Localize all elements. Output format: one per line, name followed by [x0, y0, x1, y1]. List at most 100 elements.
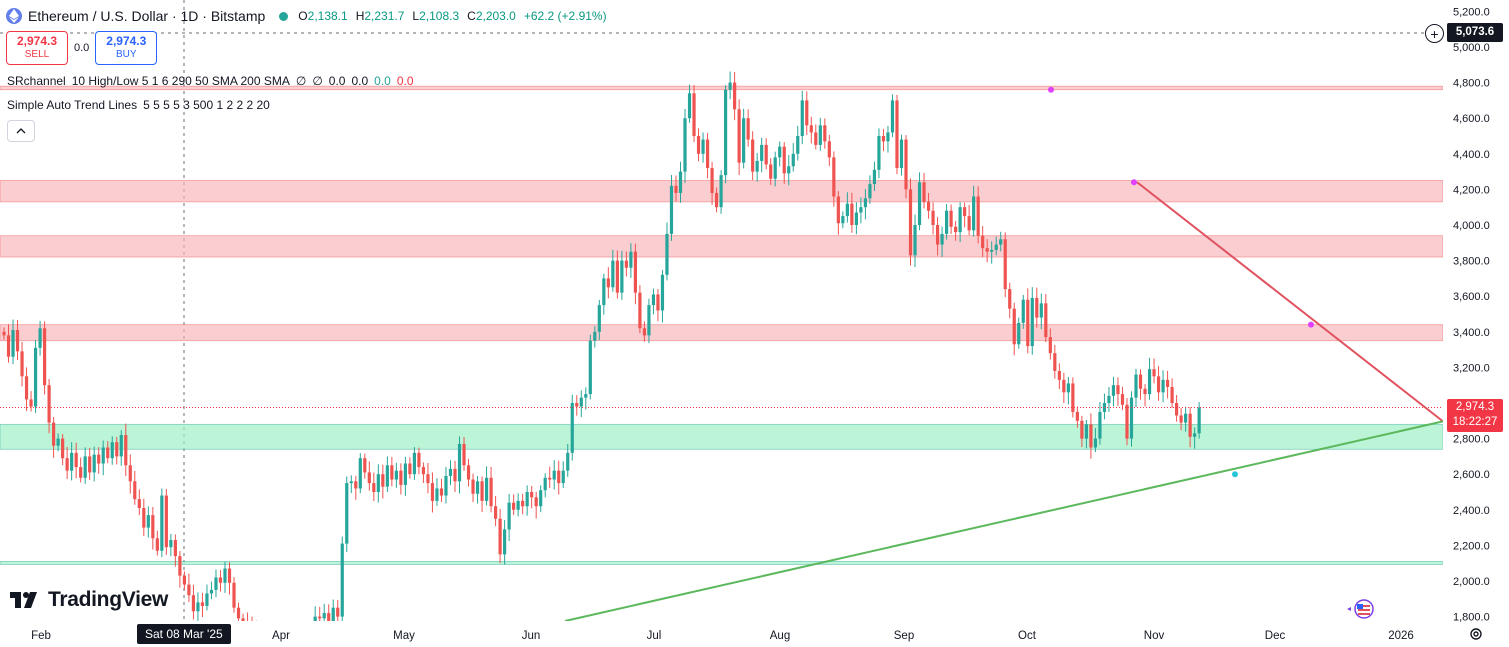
buy-price: 2,974.3: [106, 34, 147, 48]
y-tick-label: 3,800.0: [1453, 256, 1490, 268]
pivot-high-marker: [1308, 321, 1314, 328]
sell-button[interactable]: 2,974.3 SELL: [6, 31, 68, 65]
candle-body: [70, 452, 74, 471]
candle-body: [503, 529, 507, 555]
candle-body: [917, 182, 922, 225]
candle-body: [394, 470, 398, 480]
candle-body: [471, 479, 475, 494]
candle-body: [624, 260, 628, 268]
candle-body: [999, 239, 1003, 245]
y-tick-label: 3,400.0: [1453, 327, 1490, 339]
symbol-title[interactable]: Ethereum / U.S. Dollar · 1D · Bitstamp: [28, 8, 266, 24]
add-alert-button[interactable]: +: [1425, 24, 1444, 43]
candle-body: [24, 376, 29, 400]
pivot-high-marker: [1048, 86, 1054, 93]
downtrend-line: [1136, 181, 1444, 423]
candle-body: [42, 328, 47, 386]
candle-body: [97, 454, 101, 464]
candle-body: [47, 385, 51, 423]
candle-body: [56, 438, 60, 446]
candle-body: [376, 474, 380, 492]
chart-legend: Ethereum / U.S. Dollar · 1D · Bitstamp O…: [6, 6, 607, 26]
candle-body: [29, 399, 33, 407]
buy-label: BUY: [116, 49, 137, 60]
candle-body: [83, 456, 87, 478]
candle-body: [367, 472, 371, 484]
candle-body: [530, 492, 534, 498]
candle-body: [539, 490, 543, 507]
high-value: 2,231.7: [364, 9, 405, 23]
candle-body: [209, 589, 214, 594]
candle-body: [548, 477, 552, 480]
candle-body: [611, 260, 615, 288]
srchannel-params: 10 High/Low 5 1 6 290 50 SMA 200 SMA: [71, 74, 290, 88]
candle-body: [534, 497, 538, 507]
y-tick-label: 3,600.0: [1453, 291, 1490, 303]
candle-body: [1116, 385, 1120, 395]
candle-body: [124, 435, 128, 466]
candle-body: [435, 488, 439, 501]
sr-zones: [0, 85, 1444, 565]
trendlines-params: 5 5 5 5 3 500 1 2 2 2 20: [143, 98, 270, 112]
collapse-legend-button[interactable]: [7, 120, 35, 142]
y-tick-label: 4,000.0: [1453, 220, 1490, 232]
candle-body: [331, 607, 335, 622]
resistance-zone: [0, 324, 1444, 342]
candle-body: [439, 488, 444, 496]
x-tick-label: Oct: [1018, 630, 1037, 642]
candle-body: [543, 477, 547, 491]
candle-body: [372, 483, 376, 492]
candle-body: [1161, 379, 1165, 393]
close-key: C: [467, 9, 476, 23]
spread-value: 0.0: [74, 42, 90, 54]
candle-body: [74, 452, 78, 468]
candle-body: [620, 260, 624, 293]
candle-body: [444, 475, 448, 496]
candle-body: [791, 153, 795, 167]
candle-body: [1125, 404, 1129, 439]
x-tick-label: Sep: [894, 630, 914, 642]
candle-body: [1012, 308, 1016, 345]
open-key: O: [298, 9, 308, 23]
candles: [2, 71, 1201, 647]
candle-body: [2, 331, 6, 336]
candle-body: [1084, 424, 1088, 439]
buy-button[interactable]: 2,974.3 BUY: [95, 31, 158, 65]
candle-body: [358, 458, 362, 489]
candle-body: [845, 203, 849, 217]
candle-body: [1188, 413, 1192, 437]
y-tick-label: 2,600.0: [1453, 469, 1490, 481]
candle-body: [566, 452, 570, 471]
y-tick-label: 5,200.0: [1453, 6, 1490, 18]
candle-body: [597, 305, 601, 332]
candle-body: [692, 93, 696, 136]
settings-gear-icon[interactable]: [1468, 626, 1484, 642]
candle-body: [1030, 297, 1034, 347]
candle-body: [633, 251, 637, 293]
time-axis: [0, 621, 1509, 647]
us-market-icon[interactable]: [1344, 597, 1380, 621]
x-tick-label: Feb: [31, 630, 51, 642]
candle-body: [931, 210, 935, 225]
candle-body: [493, 506, 498, 519]
trendlines-legend[interactable]: Simple Auto Trend Lines 5 5 5 5 3 500 1 …: [7, 98, 270, 112]
bar-countdown: 18:22:27: [1452, 416, 1498, 428]
candle-body: [403, 463, 407, 485]
candle-body: [426, 474, 430, 484]
candle-body: [832, 157, 836, 197]
price-axis: [1443, 0, 1509, 647]
candle-body: [674, 185, 678, 193]
uptrend-line: [564, 420, 1444, 622]
srchannel-name: SRchannel: [7, 74, 66, 88]
srchannel-legend[interactable]: SRchannel 10 High/Low 5 1 6 290 50 SMA 2…: [7, 74, 414, 88]
candle-body: [430, 483, 435, 501]
candle-body: [710, 168, 714, 193]
candle-body: [453, 468, 457, 482]
candle-body: [205, 593, 209, 606]
candle-body: [65, 458, 69, 471]
x-tick-label: Jun: [522, 630, 541, 642]
candle-body: [390, 465, 394, 480]
candle-body: [660, 274, 665, 311]
candle-body: [990, 249, 994, 252]
